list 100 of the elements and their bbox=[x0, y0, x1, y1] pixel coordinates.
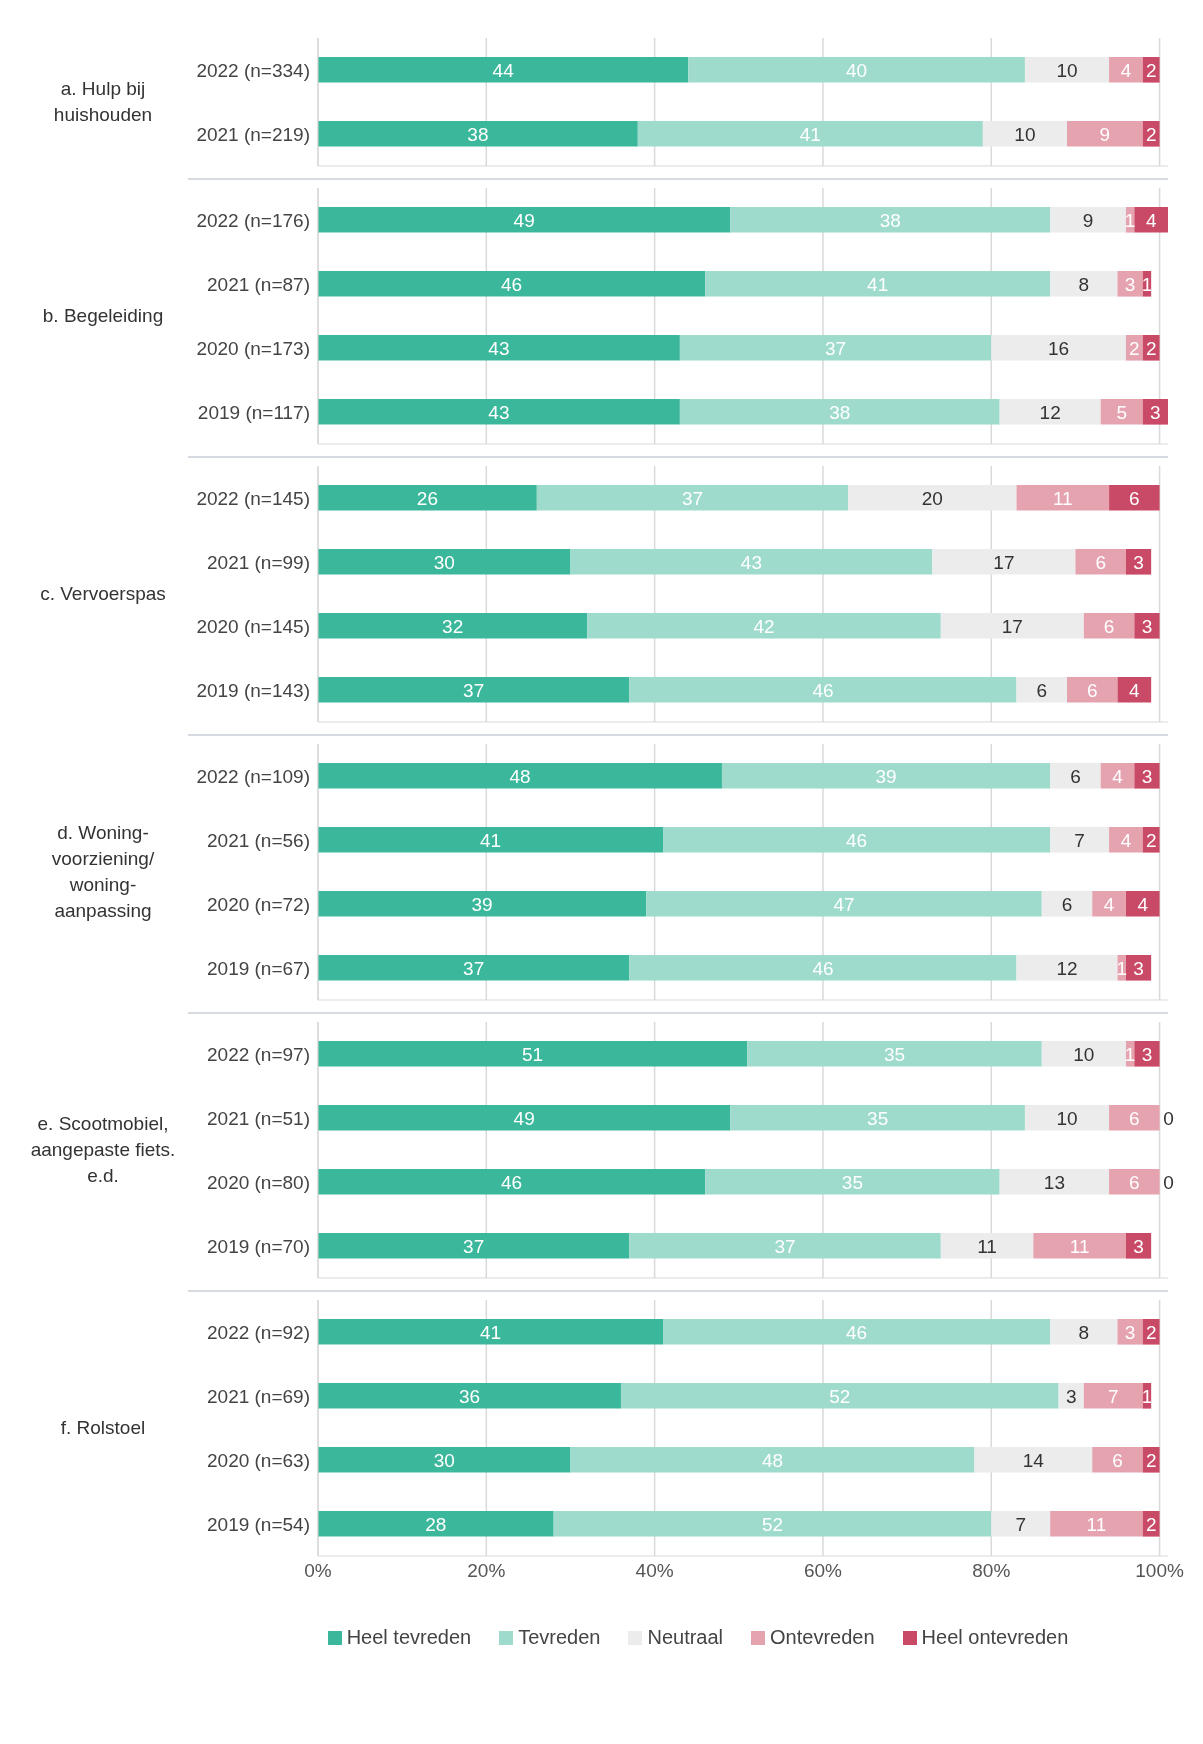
data-label: 12 bbox=[1039, 401, 1061, 423]
bar bbox=[1100, 399, 1143, 425]
bar bbox=[570, 1447, 975, 1473]
data-label: 6 bbox=[1086, 679, 1098, 701]
data-label: 3 bbox=[1141, 615, 1153, 637]
bar bbox=[318, 1511, 554, 1537]
data-label: 43 bbox=[740, 551, 762, 573]
data-label: 17 bbox=[1001, 615, 1023, 637]
data-label: 41 bbox=[867, 273, 889, 295]
y-tick-label: 2022 (n=145) bbox=[196, 487, 310, 509]
bar bbox=[982, 121, 1068, 147]
data-label: 11 bbox=[1052, 487, 1073, 509]
data-label: 48 bbox=[761, 1449, 784, 1471]
data-label: 37 bbox=[463, 679, 485, 701]
y-tick-label: 2022 (n=334) bbox=[196, 59, 310, 81]
bar bbox=[940, 1233, 1034, 1259]
data-label: 2 bbox=[1129, 337, 1140, 359]
bar bbox=[1109, 827, 1143, 853]
data-label: 2 bbox=[1145, 1321, 1157, 1343]
bar bbox=[620, 1383, 1059, 1409]
bar bbox=[318, 1319, 664, 1345]
data-label: 3 bbox=[1133, 551, 1144, 573]
data-label: 4 bbox=[1120, 829, 1132, 851]
bar bbox=[318, 207, 731, 233]
data-label: 6 bbox=[1061, 893, 1073, 915]
data-label: 46 bbox=[812, 679, 834, 701]
bar bbox=[688, 57, 1025, 83]
x-tick-label: 80% bbox=[972, 1560, 1011, 1582]
bar bbox=[663, 1319, 1051, 1345]
bar bbox=[318, 613, 588, 639]
y-tick-label: 2022 (n=176) bbox=[196, 209, 310, 231]
y-tick-label: 2021 (n=87) bbox=[207, 273, 310, 295]
bar bbox=[999, 1169, 1110, 1195]
bar bbox=[1083, 1383, 1143, 1409]
bar bbox=[848, 485, 1017, 511]
bar bbox=[629, 677, 1017, 703]
data-label: 1 bbox=[1116, 957, 1127, 979]
data-label: 3 bbox=[1065, 1385, 1077, 1407]
data-label: 26 bbox=[416, 487, 438, 509]
data-label: 11 bbox=[977, 1235, 997, 1257]
data-label: 6 bbox=[1112, 1449, 1123, 1471]
data-label: 17 bbox=[993, 551, 1015, 573]
data-label: 35 bbox=[883, 1043, 906, 1065]
data-label: 4 bbox=[1120, 59, 1132, 81]
data-label: 20 bbox=[921, 487, 943, 509]
bar bbox=[1100, 763, 1135, 789]
y-tick-label: 2022 (n=109) bbox=[196, 765, 310, 787]
data-label: 2 bbox=[1145, 1449, 1157, 1471]
data-label: 36 bbox=[458, 1385, 481, 1407]
legend-label: Ontevreden bbox=[770, 1626, 875, 1649]
bar bbox=[1050, 1319, 1118, 1345]
data-label: 46 bbox=[846, 829, 868, 851]
y-tick-label: 2021 (n=99) bbox=[207, 551, 310, 573]
y-tick-label: 2019 (n=117) bbox=[197, 401, 310, 423]
data-label: 46 bbox=[812, 957, 834, 979]
bar bbox=[679, 335, 992, 361]
bar bbox=[629, 1233, 941, 1259]
bar bbox=[1092, 1447, 1143, 1473]
bar bbox=[1024, 57, 1110, 83]
bar bbox=[1109, 1169, 1160, 1195]
data-label: 41 bbox=[479, 1321, 502, 1343]
data-label: 10 bbox=[1014, 123, 1036, 145]
data-label: 8 bbox=[1078, 1321, 1090, 1343]
data-label: 1 bbox=[1124, 1043, 1136, 1065]
bar bbox=[1041, 1041, 1126, 1067]
data-label: 38 bbox=[879, 209, 901, 231]
data-label: 46 bbox=[500, 1171, 523, 1193]
data-label: 0 bbox=[1163, 1171, 1174, 1193]
data-label: 2 bbox=[1145, 123, 1157, 145]
data-label: 47 bbox=[833, 893, 855, 915]
bar bbox=[629, 955, 1017, 981]
bar bbox=[318, 1041, 748, 1067]
data-label: 3 bbox=[1133, 1235, 1144, 1257]
x-tick-label: 40% bbox=[635, 1560, 674, 1582]
y-tick-label: 2019 (n=143) bbox=[196, 679, 310, 701]
data-label: 11 bbox=[1086, 1513, 1107, 1535]
bar bbox=[318, 1105, 731, 1131]
bar bbox=[1109, 485, 1160, 511]
bar bbox=[318, 335, 680, 361]
data-label: 3 bbox=[1124, 1321, 1136, 1343]
data-label: 46 bbox=[846, 1321, 868, 1343]
data-label: 39 bbox=[875, 765, 897, 787]
data-label: 2 bbox=[1145, 59, 1157, 81]
bar bbox=[318, 1169, 706, 1195]
data-label: 30 bbox=[433, 551, 455, 573]
bar bbox=[999, 399, 1101, 425]
y-tick-label: 2022 (n=92) bbox=[207, 1321, 310, 1343]
bar bbox=[587, 613, 941, 639]
data-label: 6 bbox=[1070, 765, 1081, 787]
bar bbox=[318, 1383, 621, 1409]
bar bbox=[705, 1169, 1000, 1195]
bar bbox=[1050, 271, 1118, 297]
y-tick-label: 2022 (n=97) bbox=[207, 1043, 310, 1065]
data-label: 3 bbox=[1133, 957, 1144, 979]
bar bbox=[1016, 677, 1068, 703]
data-label: 2 bbox=[1145, 829, 1157, 851]
data-label: 41 bbox=[479, 829, 502, 851]
bar bbox=[730, 207, 1051, 233]
y-tick-label: 2021 (n=56) bbox=[207, 829, 310, 851]
data-label: 10 bbox=[1073, 1043, 1095, 1065]
